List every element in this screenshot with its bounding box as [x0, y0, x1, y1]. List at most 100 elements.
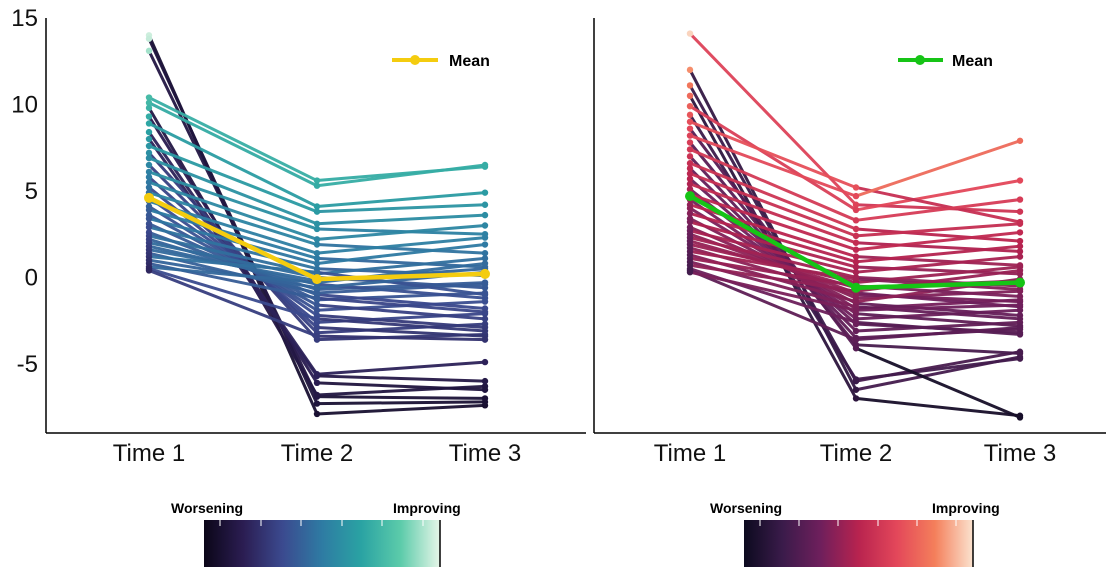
- series-line-segment: [854, 303, 1022, 312]
- mean-line-segment: [146, 195, 320, 282]
- series-point: [852, 246, 860, 253]
- left-colorbar-worsening-label: Worsening: [171, 500, 243, 516]
- series-point: [852, 201, 860, 208]
- series-point: [145, 94, 153, 101]
- series-point: [1016, 293, 1024, 300]
- series-point: [1016, 350, 1024, 357]
- series-line-segment: [854, 198, 1022, 222]
- series-line-segment: [147, 101, 319, 188]
- series-line-segment: [315, 334, 487, 342]
- left-colorbar-improving-label: Improving: [393, 500, 461, 516]
- left-colorbar-gradient: [204, 520, 440, 567]
- series-line-segment: [315, 395, 487, 400]
- x-tick-label: Time 1: [113, 440, 185, 467]
- series-line-segment: [688, 154, 858, 340]
- series-line-segment: [688, 172, 858, 238]
- series-point: [313, 289, 321, 297]
- series-line-segment: [854, 222, 1022, 238]
- series-point: [313, 307, 321, 314]
- series-point: [686, 66, 694, 74]
- series-line-segment: [854, 343, 1022, 355]
- series-point: [852, 192, 860, 200]
- series-point: [313, 203, 321, 210]
- series-line-segment: [688, 263, 858, 293]
- series-point: [686, 125, 694, 132]
- series-line-segment: [315, 313, 487, 330]
- right-colorbar: Worsening Improving: [710, 500, 1000, 567]
- series-point: [1016, 243, 1024, 250]
- series-point: [145, 135, 153, 143]
- series-line-segment: [854, 346, 1022, 419]
- mean-point: [144, 192, 154, 203]
- series-point: [1016, 229, 1024, 236]
- series-point: [686, 118, 694, 125]
- series-line-segment: [315, 282, 487, 295]
- mean-point: [685, 191, 695, 202]
- series-line-segment: [147, 151, 319, 342]
- series-point: [1016, 253, 1024, 260]
- series-point: [313, 255, 321, 262]
- series-line-segment: [147, 180, 319, 241]
- series-line-segment: [315, 203, 487, 214]
- series-line-segment: [315, 163, 487, 188]
- left-legend-dot-marker: [410, 55, 420, 65]
- y-tick-label: 10: [11, 91, 38, 118]
- series-line-segment: [688, 220, 858, 269]
- series-line-segment: [688, 161, 858, 231]
- series-line-segment: [854, 139, 1022, 198]
- series-line-segment: [315, 403, 487, 416]
- series-line-segment: [315, 303, 487, 321]
- series-point: [313, 268, 321, 276]
- series-line-segment: [854, 326, 1022, 342]
- series-line-segment: [315, 224, 487, 241]
- right-colorbar-ticks: [759, 520, 957, 526]
- right-panel: Time 1 Time 2 Time 3 Mean Worsening Improv…: [593, 18, 1106, 567]
- series-point: [145, 128, 153, 136]
- series-point: [145, 149, 153, 157]
- series-line-segment: [688, 192, 858, 252]
- series-point: [1016, 196, 1024, 203]
- y-tick-label: -5: [17, 351, 38, 378]
- series-point: [852, 275, 860, 283]
- series-point: [313, 177, 321, 184]
- series-point: [313, 294, 321, 302]
- series-point: [686, 146, 694, 153]
- series-line-segment: [147, 265, 319, 285]
- x-tick-label: Time 3: [984, 440, 1056, 467]
- series-point: [686, 185, 694, 193]
- series-line-segment: [315, 213, 487, 226]
- series-point: [481, 189, 489, 196]
- mean-point: [480, 268, 490, 279]
- mean-line-segment: [687, 193, 859, 290]
- series-point: [481, 395, 489, 402]
- series-line-segment: [854, 255, 1022, 274]
- series-line-segment: [147, 121, 319, 208]
- series-line-segment: [147, 241, 319, 279]
- series-point: [852, 239, 860, 246]
- series-point: [852, 327, 860, 335]
- series-point: [1016, 324, 1024, 331]
- series-point: [481, 201, 489, 208]
- series-point: [145, 179, 153, 186]
- series-line-segment: [147, 225, 319, 271]
- y-tick-label: 15: [11, 5, 38, 32]
- mean-point: [1015, 277, 1025, 288]
- series-point: [481, 327, 489, 335]
- left-series-lines: [147, 33, 487, 416]
- series-point: [313, 410, 321, 418]
- series-point: [145, 104, 153, 112]
- series-point: [1016, 286, 1024, 293]
- series-line-segment: [854, 185, 1022, 224]
- series-point: [852, 395, 860, 402]
- series-point: [481, 358, 489, 366]
- series-point: [852, 298, 860, 305]
- series-point: [1016, 220, 1024, 227]
- y-tick-label: 5: [25, 178, 38, 205]
- right-colorbar-gradient: [744, 520, 973, 567]
- series-line-segment: [147, 170, 319, 231]
- series-point: [145, 206, 153, 214]
- series-point: [481, 234, 489, 241]
- series-point: [481, 255, 489, 262]
- series-point: [686, 132, 694, 139]
- series-line-segment: [854, 227, 1022, 243]
